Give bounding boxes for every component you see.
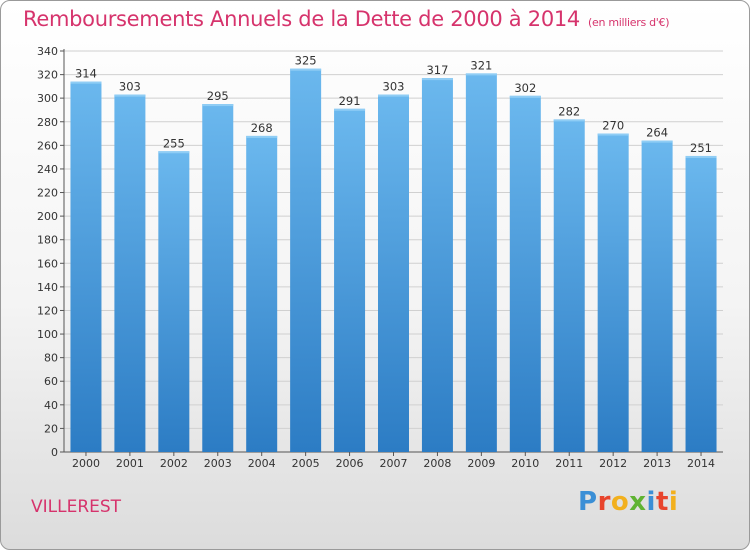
y-tick-label: 80	[44, 352, 58, 365]
x-tick-label-2014: 2014	[687, 457, 715, 470]
x-tick-label-2006: 2006	[336, 457, 364, 470]
x-tick-label-2003: 2003	[204, 457, 232, 470]
y-tick-label: 320	[37, 69, 58, 82]
y-tick-label: 240	[37, 163, 58, 176]
x-tick-label-2013: 2013	[643, 457, 671, 470]
x-tick-label-2010: 2010	[511, 457, 539, 470]
y-tick-label: 200	[37, 210, 58, 223]
value-label-2011: 282	[558, 104, 580, 118]
bar-2010	[509, 95, 541, 452]
location-name: VILLEREST	[31, 497, 122, 517]
y-tick-label: 120	[37, 304, 58, 317]
x-tick-label-2008: 2008	[423, 457, 451, 470]
value-label-2014: 251	[690, 141, 712, 155]
x-tick-label-2007: 2007	[380, 457, 408, 470]
x-tick-label-2012: 2012	[599, 457, 627, 470]
bar-2013	[641, 140, 673, 452]
bar-2011	[553, 119, 585, 452]
y-tick-label: 300	[37, 92, 58, 105]
y-tick-label: 180	[37, 234, 58, 247]
y-tick-label: 100	[37, 328, 58, 341]
logo-letter: t	[655, 487, 669, 517]
bar-top-highlight	[597, 133, 629, 136]
bar-top-highlight	[334, 108, 366, 111]
value-label-2003: 295	[207, 89, 229, 103]
bar-2005	[290, 68, 322, 453]
value-label-2007: 303	[383, 80, 405, 94]
bar-2008	[421, 78, 453, 453]
bar-top-highlight	[685, 155, 717, 158]
bar-2012	[597, 133, 629, 452]
logo-letter: o	[610, 487, 630, 517]
value-labels: 314 303 255 295 268 325 291 303 317 321 302 282 270 2…	[75, 54, 712, 155]
logo-letter: P	[578, 487, 598, 517]
value-label-2004: 268	[251, 121, 273, 135]
y-tick-label: 340	[37, 45, 58, 58]
value-label-2009: 321	[470, 58, 492, 72]
y-tick-label: 20	[44, 422, 58, 435]
y-tick-label: 220	[37, 187, 58, 200]
y-tick-label: 60	[44, 375, 58, 388]
bar-top-highlight	[509, 95, 541, 98]
bar-top-highlight	[421, 78, 453, 81]
x-tick-label-2002: 2002	[160, 457, 188, 470]
bar-top-highlight	[290, 68, 322, 71]
value-label-2012: 270	[602, 119, 624, 133]
x-tick-label-2011: 2011	[555, 457, 583, 470]
bar-2003	[202, 104, 234, 452]
proxiti-logo: Proxiti	[578, 487, 678, 517]
bar-2006	[334, 108, 366, 453]
logo-letter: x	[629, 487, 647, 517]
y-tick-label: 140	[37, 281, 58, 294]
y-tick-label: 260	[37, 139, 58, 152]
bar-top-highlight	[246, 135, 278, 138]
bar-2004	[246, 135, 278, 452]
chart-subtitle: (en milliers d'€)	[588, 16, 670, 29]
logo-letter: i	[668, 487, 679, 517]
value-label-2002: 255	[163, 136, 185, 150]
bar-2002	[158, 151, 190, 452]
bar-top-highlight	[114, 94, 146, 97]
bar-top-highlight	[641, 140, 673, 143]
x-tick-label-2001: 2001	[116, 457, 144, 470]
y-tick-label: 0	[51, 446, 58, 459]
y-tick-label: 160	[37, 257, 58, 270]
chart-title-text: Remboursements Annuels de la Dette de 20…	[23, 7, 580, 31]
bar-top-highlight	[553, 119, 585, 122]
bar-2001	[114, 94, 146, 452]
bar-2007	[378, 94, 409, 452]
x-tick-label-2004: 2004	[248, 457, 276, 470]
bar-top-highlight	[158, 151, 190, 154]
y-tick-labels: 0 20 40 60 80 100 120 140 160 180 200 220 240 260 280 3…	[37, 45, 58, 459]
x-tick-label-2000: 2000	[72, 457, 100, 470]
bars	[70, 68, 717, 453]
y-tick-label: 40	[44, 399, 58, 412]
bar-top-highlight	[465, 73, 497, 76]
y-tick-label: 280	[37, 116, 58, 129]
bar-2009	[465, 73, 497, 453]
value-label-2005: 325	[295, 54, 317, 68]
value-label-2013: 264	[646, 126, 668, 140]
bar-top-highlight	[70, 81, 102, 84]
x-tick-label-2005: 2005	[292, 457, 320, 470]
value-label-2006: 291	[339, 94, 361, 108]
value-label-2000: 314	[75, 67, 97, 81]
logo-letter: r	[597, 487, 611, 517]
x-tick-label-2009: 2009	[467, 457, 495, 470]
bar-top-highlight	[378, 94, 409, 97]
x-tick-labels: 2000 2001 2002 2003 2004 2005 2006 2007 2008 2009…	[72, 457, 715, 470]
value-label-2001: 303	[119, 80, 141, 94]
bar-top-highlight	[202, 104, 234, 107]
bar-2000	[70, 81, 102, 452]
value-label-2010: 302	[514, 81, 536, 95]
value-label-2008: 317	[426, 63, 448, 77]
logo-letter: i	[646, 487, 656, 517]
bar-2014	[685, 155, 717, 452]
chart-title: Remboursements Annuels de la Dette de 20…	[23, 7, 669, 31]
